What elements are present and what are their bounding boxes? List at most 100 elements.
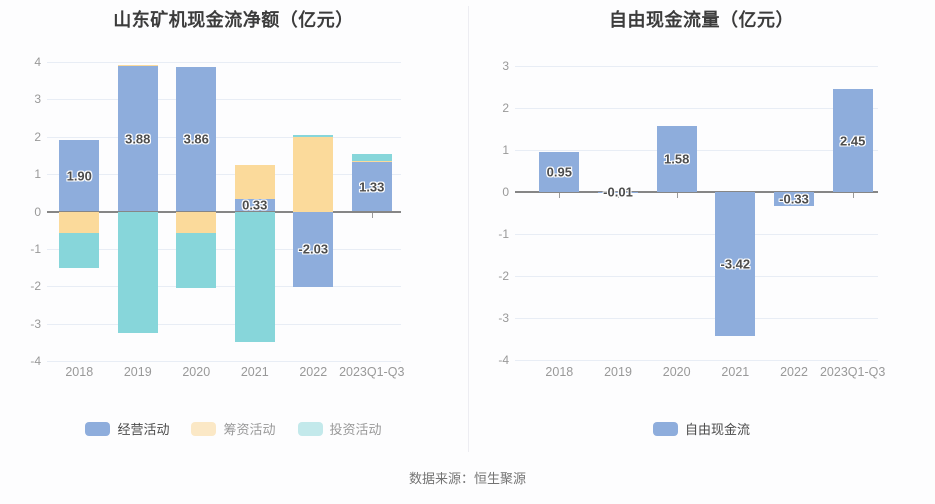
operating-bar-segment[interactable]	[176, 67, 217, 212]
operating-bar-segment[interactable]	[234, 199, 275, 212]
free-cash-flow-legend-swatch	[652, 421, 678, 436]
gridline	[515, 360, 878, 361]
gridline	[47, 286, 401, 288]
bar-value-label: 0.95	[546, 164, 572, 180]
x-axis-tick	[676, 193, 678, 198]
y-axis-label: -4	[498, 353, 509, 367]
bar-value-label: 3.86	[183, 131, 209, 147]
financing-bar-segment[interactable]	[176, 211, 217, 234]
free-cash-flow-bar-segment[interactable]	[656, 125, 697, 192]
y-axis-label: -2	[498, 269, 509, 283]
y-axis-label: -2	[30, 279, 41, 294]
y-axis-label: 0	[502, 185, 509, 199]
x-axis-label: 2019	[123, 365, 152, 379]
x-axis-label: 2022	[299, 365, 328, 379]
bar-value-label: 2.45	[840, 133, 866, 149]
x-axis-tick	[852, 193, 854, 198]
legend-item-free-cash-flow[interactable]: 自由现金流	[652, 419, 750, 438]
y-axis-label: 1	[34, 167, 41, 182]
bar-value-label: -3.42	[720, 256, 751, 272]
y-axis-label: -3	[498, 311, 509, 325]
cashflow-chart-panel: 山东矿机现金流净额（亿元） 经营活动 筹资活动 投资活动 4 3 2 1 0 -1 -2 -3 -4…	[0, 0, 467, 455]
x-axis-label: 2019	[604, 365, 632, 379]
panel-divider	[468, 6, 469, 452]
investing-bar-segment[interactable]	[59, 232, 100, 268]
legend-label: 经营活动	[117, 422, 170, 437]
y-axis-label: 1	[502, 143, 509, 157]
bar-value-label: -2.03	[298, 241, 329, 257]
legend-label: 筹资活动	[223, 422, 276, 437]
gridline	[47, 361, 401, 362]
x-axis-label: 2021	[721, 365, 750, 379]
free-cash-flow-bar-segment[interactable]	[774, 192, 814, 206]
bar-value-label: -0.33	[779, 191, 809, 207]
financing-bar-segment[interactable]	[351, 160, 392, 162]
investing-bar-segment[interactable]	[351, 153, 392, 161]
legend-item-financing[interactable]: 筹资活动	[191, 419, 276, 438]
x-axis-tick	[559, 193, 561, 198]
operating-legend-swatch	[85, 421, 111, 436]
legend-item-operating[interactable]: 经营活动	[85, 419, 169, 438]
free-cash-flow-bar-segment[interactable]	[539, 152, 580, 192]
y-axis-label: 0	[34, 204, 41, 219]
x-axis-tick	[371, 212, 373, 218]
cashflow-chart-title: 山东矿机现金流净额（亿元）	[113, 10, 354, 30]
investing-legend-swatch	[297, 421, 323, 436]
y-axis-label: 3	[34, 92, 41, 107]
investing-bar-segment[interactable]	[117, 211, 158, 333]
x-axis-label: 2023Q1-Q3	[819, 365, 886, 379]
operating-bar-segment[interactable]	[293, 211, 334, 288]
gridline	[47, 99, 401, 101]
investing-bar-segment[interactable]	[234, 211, 275, 343]
operating-bar-segment[interactable]	[117, 66, 158, 212]
operating-bar-segment[interactable]	[59, 140, 100, 212]
bar-value-label: -0.01	[603, 184, 633, 200]
gridline	[47, 323, 401, 325]
gridline	[47, 174, 401, 176]
cashflow-legend: 经营活动 筹资活动 投资活动	[0, 419, 467, 438]
bar-value-label: 3.88	[125, 131, 151, 147]
x-axis-label: 2022	[780, 365, 808, 379]
investing-bar-segment[interactable]	[176, 233, 217, 289]
financing-bar-segment[interactable]	[117, 64, 158, 67]
y-axis-label: -3	[30, 316, 41, 331]
free-cashflow-chart-panel: 自由现金流量（亿元） 自由现金流 3 2 1 0 -1 -2 -3 -4 2018 2019 202…	[468, 0, 935, 455]
financing-legend-swatch	[191, 421, 217, 436]
gridline	[515, 318, 878, 319]
y-axis-label: -1	[30, 241, 41, 256]
bar-value-label: 1.90	[66, 168, 92, 184]
investing-bar-segment[interactable]	[293, 134, 334, 137]
free-cash-flow-bar-segment[interactable]	[832, 89, 873, 192]
y-axis-label: 3	[502, 59, 509, 73]
y-axis-label: -1	[498, 227, 509, 241]
data-source-note: 数据来源：恒生聚源	[408, 471, 526, 486]
gridline	[515, 108, 878, 109]
zero-axis-line	[515, 191, 878, 193]
gridline	[47, 136, 401, 138]
y-axis-label: 2	[34, 129, 41, 144]
operating-bar-segment[interactable]	[351, 161, 392, 212]
x-axis-label: 2021	[240, 365, 269, 379]
y-axis-label: -4	[30, 354, 41, 368]
legend-item-investing[interactable]: 投资活动	[297, 419, 382, 438]
x-axis-label: 2018	[65, 365, 94, 379]
x-axis-label: 2018	[545, 365, 574, 379]
bar-value-label: 1.33	[359, 179, 385, 195]
gridline	[515, 276, 878, 277]
x-axis-label: 2023Q1-Q3	[339, 365, 405, 379]
free-cashflow-chart-title: 自由现金流量（亿元）	[609, 10, 794, 30]
y-axis-label: 2	[502, 101, 509, 115]
gridline	[515, 66, 878, 67]
gridline	[47, 62, 401, 63]
legend-label: 自由现金流	[684, 422, 750, 437]
x-axis-label: 2020	[182, 365, 211, 379]
financing-bar-segment[interactable]	[234, 164, 275, 200]
y-axis-label: 4	[34, 55, 41, 69]
financing-bar-segment[interactable]	[293, 136, 334, 212]
free-cash-flow-bar-segment[interactable]	[715, 192, 756, 336]
legend-label: 投资活动	[329, 422, 382, 437]
gridline	[47, 248, 401, 250]
bar-value-label: 0.33	[242, 197, 268, 213]
financing-bar-segment[interactable]	[59, 211, 100, 233]
